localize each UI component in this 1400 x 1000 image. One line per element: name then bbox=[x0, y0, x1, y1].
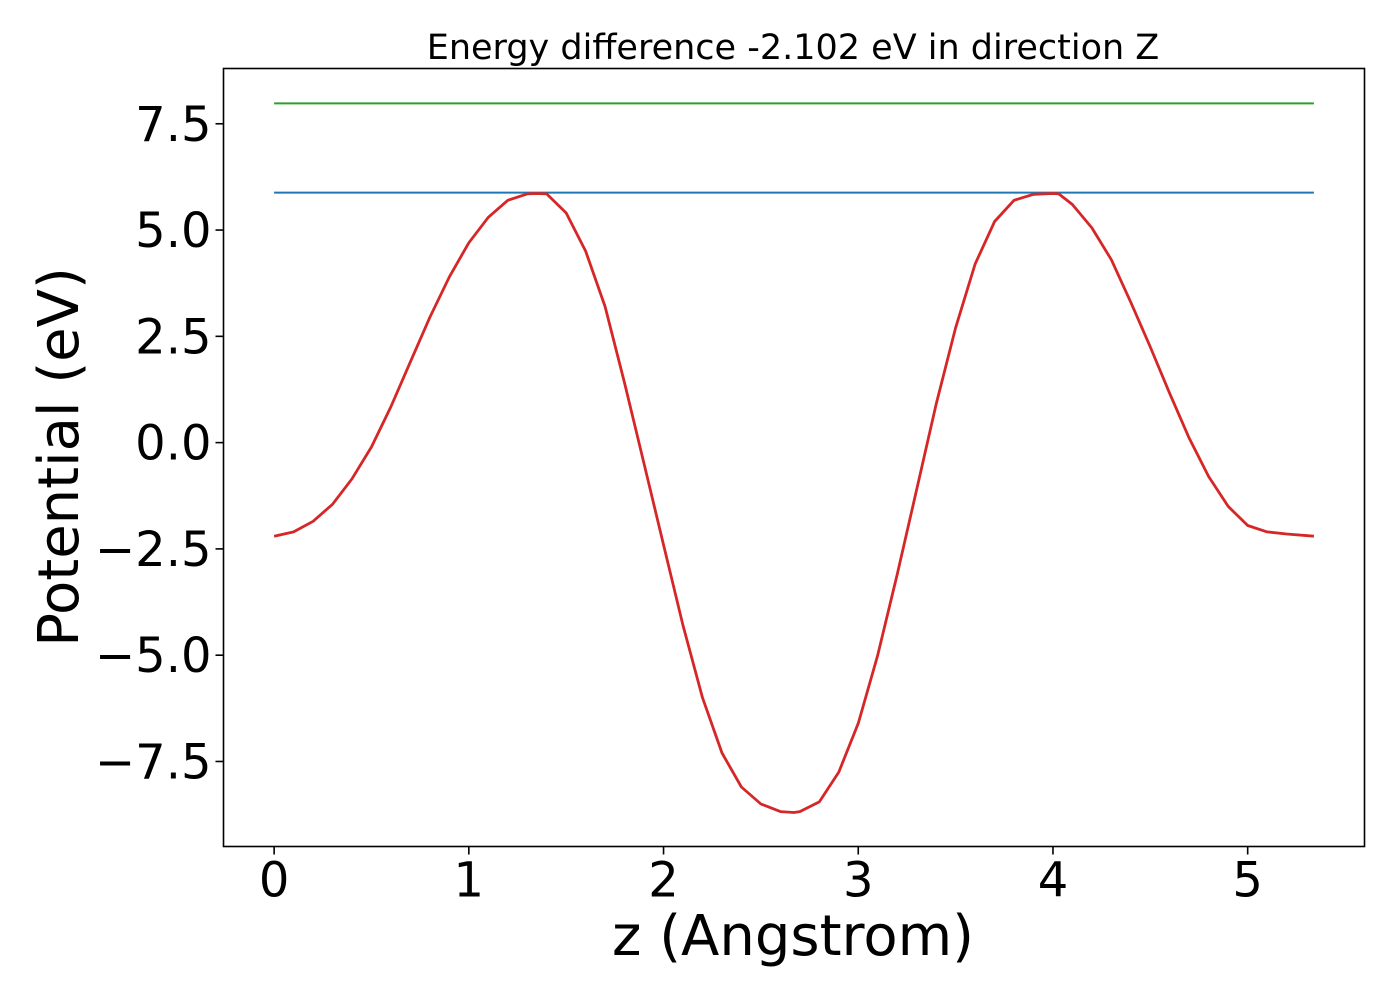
y-tick-label: −5.0 bbox=[95, 628, 212, 684]
y-tick-label: 5.0 bbox=[135, 203, 211, 259]
y-tick-label: −7.5 bbox=[95, 734, 212, 790]
y-tick-label: 0.0 bbox=[135, 416, 211, 472]
chart-title: Energy difference -2.102 eV in direction… bbox=[427, 28, 1160, 68]
y-axis-ticks: −7.5 −5.0 −2.5 0.0 2.5 5.0 7.5 bbox=[95, 97, 224, 790]
x-tick-label: 0 bbox=[259, 853, 290, 909]
plot-series bbox=[273, 102, 1315, 814]
x-axis-ticks: 0 1 2 3 4 5 bbox=[259, 846, 1263, 909]
y-axis-label: Potential (eV) bbox=[27, 267, 92, 647]
x-tick-label: 1 bbox=[454, 853, 485, 909]
y-tick-label: 7.5 bbox=[135, 97, 211, 153]
plot-frame bbox=[222, 67, 1366, 848]
potential-curve-line bbox=[273, 192, 1315, 814]
x-axis-label: z (Angstrom) bbox=[612, 904, 974, 969]
x-tick-label: 5 bbox=[1232, 853, 1263, 909]
x-tick-label: 4 bbox=[1038, 853, 1069, 909]
x-tick-label: 3 bbox=[843, 853, 874, 909]
x-tick-label: 2 bbox=[648, 853, 679, 909]
y-tick-label: −2.5 bbox=[95, 522, 212, 578]
y-tick-label: 2.5 bbox=[135, 309, 211, 365]
